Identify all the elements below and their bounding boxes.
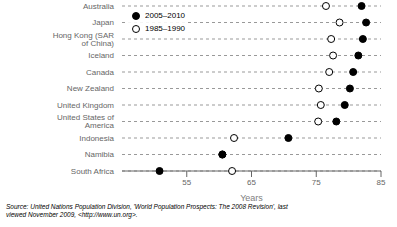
svg-text:South Africa: South Africa bbox=[71, 167, 115, 176]
html-text:2005–2010: 2005–2010 bbox=[145, 11, 185, 20]
svg-text:Hong Kong (SARof China): Hong Kong (SARof China) bbox=[53, 31, 115, 48]
svg-text:Australia: Australia bbox=[83, 2, 115, 11]
svg-text:Indonesia: Indonesia bbox=[79, 134, 114, 143]
svg-text:65: 65 bbox=[247, 178, 256, 187]
svg-text:Japan: Japan bbox=[92, 18, 114, 27]
svg-text:New Zealand: New Zealand bbox=[67, 84, 114, 93]
svg-text:85: 85 bbox=[377, 178, 386, 187]
svg-text:Iceland: Iceland bbox=[88, 51, 114, 60]
svg-text:United States ofAmerica: United States ofAmerica bbox=[57, 113, 115, 130]
html-text:1985–1990: 1985–1990 bbox=[145, 24, 185, 33]
svg-text:Namibia: Namibia bbox=[85, 150, 115, 159]
svg-text:Years: Years bbox=[240, 193, 263, 203]
html-text:Source: United Nations Populat: Source: United Nations Population Divisi… bbox=[6, 203, 288, 218]
svg-text:Canada: Canada bbox=[86, 68, 115, 77]
svg-text:55: 55 bbox=[182, 178, 191, 187]
svg-text:75: 75 bbox=[312, 178, 321, 187]
svg-text:United Kingdom: United Kingdom bbox=[57, 101, 114, 110]
